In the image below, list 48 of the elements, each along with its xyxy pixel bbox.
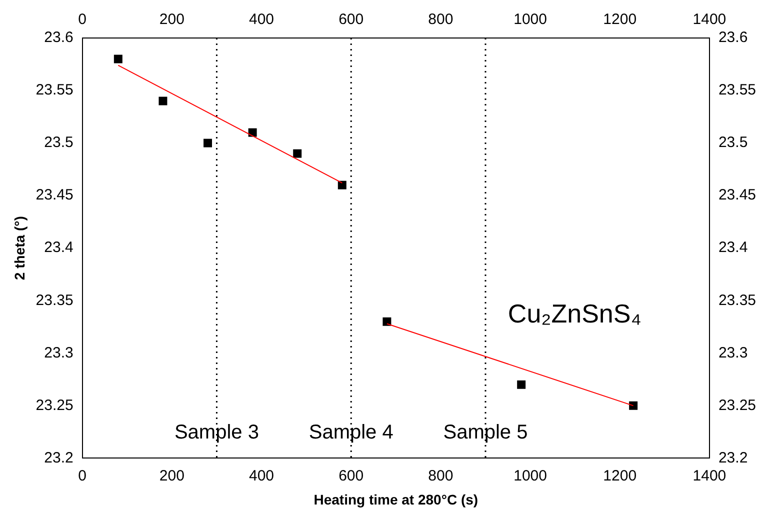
y2-tick-label: 23.4 [718,239,748,256]
y-tick-label: 23.5 [44,134,74,152]
x2-tick-label: 1400 [692,467,726,484]
point [517,380,526,389]
x-tick-label: 0 [78,11,87,28]
y-tick-label: 23.2 [44,449,74,466]
x2-tick-label: 200 [159,467,184,484]
y-tick-label: 23.35 [36,292,74,309]
y-axis-title: 2 theta (°) [11,216,28,280]
x-tick-label: 600 [338,11,364,28]
y2-tick-label: 23.45 [718,186,756,204]
point [293,149,302,158]
point [338,180,346,190]
y-tick-label: 23.45 [36,186,74,204]
x-tick-label: 800 [428,11,454,28]
point [158,96,168,106]
x-tick-label: 200 [159,11,184,28]
y2-tick-label: 23.3 [718,344,748,362]
ref-line-label: Sample 3 [174,422,259,444]
x2-tick-label: 0 [78,467,87,484]
x2-tick-label: 600 [338,467,364,484]
y-tick-label: 23.4 [44,239,74,256]
y2-tick-label: 23.5 [718,134,748,152]
y2-tick-label: 23.35 [718,292,756,309]
x-axis-title: Heating time at 280°C (s) [314,491,478,508]
ref-line-label: Sample 5 [443,422,528,444]
point [382,317,392,326]
x-tick-label: 1200 [603,11,637,28]
y2-tick-label: 23.6 [718,29,748,46]
y2-tick-label: 23.25 [718,396,756,414]
annotation: Cu₂ZnSnS₄ [508,298,642,329]
x2-tick-label: 1200 [603,467,637,484]
y2-tick-label: 23.55 [718,82,756,99]
point [629,401,638,410]
ref-line-label: Sample 4 [308,422,394,444]
x-tick-label: 1000 [514,11,547,28]
x-tick-label: 400 [249,11,274,28]
point [204,138,212,148]
y-tick-label: 23.6 [44,29,74,46]
y-tick-label: 23.3 [44,344,74,362]
y-tick-label: 23.55 [36,82,74,99]
x2-tick-label: 800 [428,467,454,484]
x-tick-label: 1400 [692,11,726,28]
x2-tick-label: 400 [249,467,274,484]
x2-tick-label: 1000 [514,467,547,484]
y2-tick-label: 23.2 [718,449,748,466]
y-tick-label: 23.25 [36,396,74,414]
point [114,54,122,64]
